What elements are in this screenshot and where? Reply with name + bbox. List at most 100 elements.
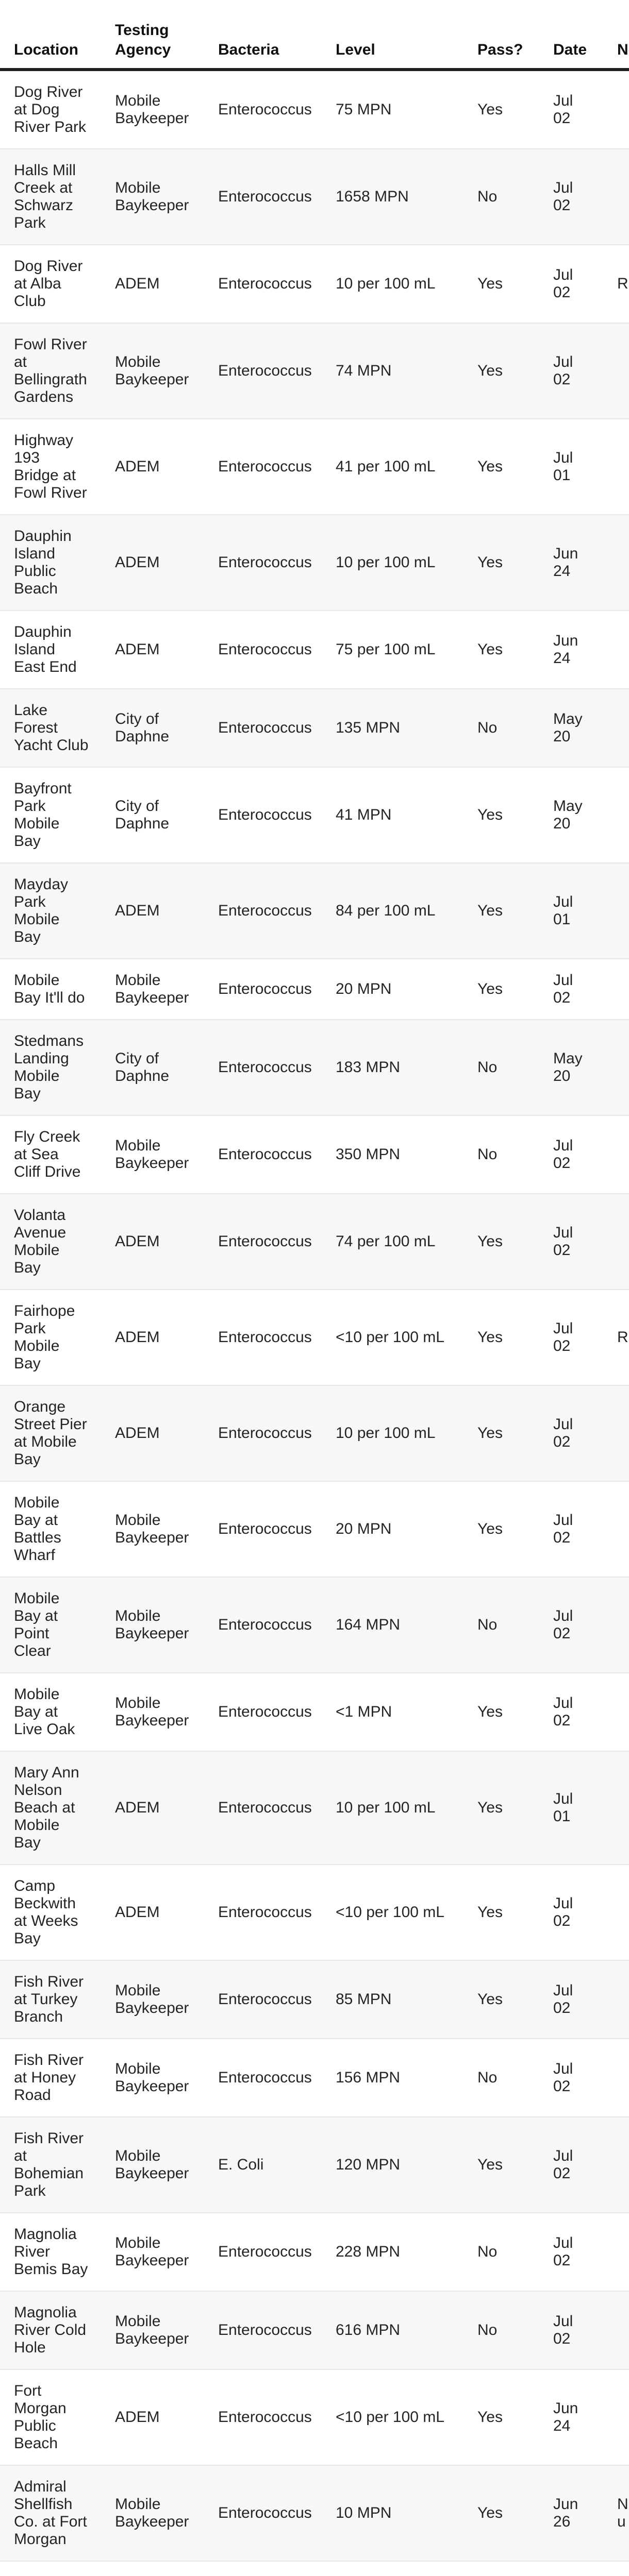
cell-level: 10 per 100 mL [336,514,477,611]
cell-date: Jul 02 [553,2116,617,2213]
cell-level: 41 MPN [336,767,477,863]
cell-bacteria: Enterococcus [218,1751,336,1865]
cell-agency: ADEM [115,1751,218,1865]
table-row: Halls Mill Creek at Schwarz Park Mobile B… [0,148,629,245]
cell-bacteria: Enterococcus [218,1289,336,1385]
cell-bacteria: Enterococcus [218,1960,336,2039]
cell-location: Stedmans Landing Mobile Bay [0,1019,115,1115]
cell-pass: Yes [477,418,553,515]
cell-notes [617,323,629,419]
cell-date: Jun 26 [553,2465,617,2561]
cell-location: Bayfront Park Mobile Bay [0,767,115,863]
cell-level: 156 MPN [336,2038,477,2117]
cell-agency: ADEM [115,1193,218,1290]
cell-level: 10 per 100 mL [336,1385,477,1481]
column-header-pass: Pass? [477,0,553,71]
cell-location: Volanta Avenue Mobile Bay [0,1193,115,1290]
cell-pass: Yes [477,862,553,959]
cell-level: 10 per 100 mL [336,244,477,323]
table-row: Mobile Bay It'll do Mobile Baykeeper Enter… [0,958,629,1020]
cell-date: Jul 01 [553,862,617,959]
table-row: Dauphin Island East End ADEM Enterococcus 7… [0,610,629,689]
cell-notes: R [617,244,629,323]
cell-date: Jul 02 [553,323,617,419]
cell-date [553,2561,617,2576]
table-row: Lake Forest Yacht Club City of Daphne Ente… [0,688,629,767]
cell-agency: ADEM [115,1864,218,1960]
cell-date: Jul 02 [553,2291,617,2369]
table-row: Fowl River at Bellingrath Gardens Mobile … [0,323,629,419]
cell-agency: ADEM [115,862,218,959]
cell-bacteria: Enterococcus [218,148,336,245]
cell-level: 120 MPN [336,2116,477,2213]
cell-level: 20 MPN [336,1481,477,1577]
table-row: Orange Street Pier at Mobile Bay ADEM Ente… [0,1385,629,1481]
cell-pass: No [477,2038,553,2117]
cell-date: Jul 02 [553,1577,617,1673]
cell-bacteria: Enterococcus [218,2212,336,2291]
column-header-date: Date [553,0,617,71]
cell-date: Jul 02 [553,2212,617,2291]
cell-level: 74 MPN [336,323,477,419]
cell-bacteria: Enterococcus [218,1019,336,1115]
cell-location: Orange Street Pier at Mobile Bay [0,1385,115,1481]
table-row: Fish River at Bohemian Park Mobile Baykee… [0,2116,629,2213]
table-row: Magnolia River Bemis Bay Mobile Baykeeper… [0,2212,629,2291]
cell-agency: Mobile Baykeeper [115,2465,218,2561]
cell-bacteria: E. Coli [218,2116,336,2213]
cell-bacteria: Enterococcus [218,323,336,419]
cell-bacteria: Enterococcus [218,1385,336,1481]
cell-notes [617,2038,629,2117]
cell-agency: Mobile Baykeeper [115,1960,218,2039]
cell-agency: ADEM [115,418,218,515]
cell-pass: Yes [477,101,503,118]
cell-notes: N u [617,2465,629,2561]
cell-date: Jul 02 [553,1481,617,1577]
cell-date: Jul 02 [553,1289,617,1385]
cell-pass: Yes [477,244,553,323]
cell-notes [617,2561,629,2576]
cell-agency: Mobile Baykeeper [115,1672,218,1751]
cell-bacteria: Enterococcus [218,2038,336,2117]
cell-pass: Yes [477,610,553,689]
cell-location: Fish River at Honey Road [0,2038,115,2117]
cell-date: Jun 24 [553,610,617,689]
cell-bacteria: Enterococcus [218,688,336,767]
cell-bacteria: Enterococcus [218,2561,336,2576]
cell-pass: Yes [477,514,553,611]
table-row: Fish River at Turkey Branch Mobile Baykee… [0,1960,629,2039]
table-row: Bayfront Park Mobile Bay City of Daphne En… [0,767,629,863]
cell-agency: Mobile Baykeeper [115,323,218,419]
cell-notes [617,1481,629,1577]
cell-location: Fowl River at Bellingrath Gardens [0,323,115,419]
cell-location: Magnolia River Bemis Bay [0,2212,115,2291]
cell-bacteria: Enterococcus [218,418,336,515]
cell-level: 74 per 100 mL [336,1193,477,1290]
cell-date: Jul 02 [553,244,617,323]
cell-notes [617,1751,629,1865]
cell-bacteria: Enterococcus [218,958,336,1020]
cell-pass: Yes [477,958,553,1020]
cell-notes [617,1577,629,1673]
cell-bacteria: Enterococcus [218,862,336,959]
cell-notes [617,610,629,689]
cell-notes [617,148,629,245]
cell-pass: No [477,1577,553,1673]
cell-location: Fly Creek at Sea Cliff Drive [0,1115,115,1194]
column-header-location: Location [0,0,115,71]
cell-date: Jul 02 [553,1115,617,1194]
cell-date: Jul 02 [553,1864,617,1960]
cell-notes [617,688,629,767]
table-row: Fish River at Honey Road Mobile Baykeeper… [0,2038,629,2117]
cell-pass: No [477,148,553,245]
cell-location: Dauphin Island Public Beach [0,514,115,611]
cell-agency: ADEM [115,2561,218,2576]
cell-level: 10 per 100 mL [336,1751,477,1865]
cell-notes: R [617,1289,629,1385]
cell-location: Dog River at Alba Club [0,244,115,323]
cell-bacteria: Enterococcus [218,610,336,689]
cell-bacteria: Enterococcus [218,244,336,323]
cell-level: 135 MPN [336,688,477,767]
cell-notes [617,1672,629,1751]
cell-agency: ADEM [115,1289,218,1385]
